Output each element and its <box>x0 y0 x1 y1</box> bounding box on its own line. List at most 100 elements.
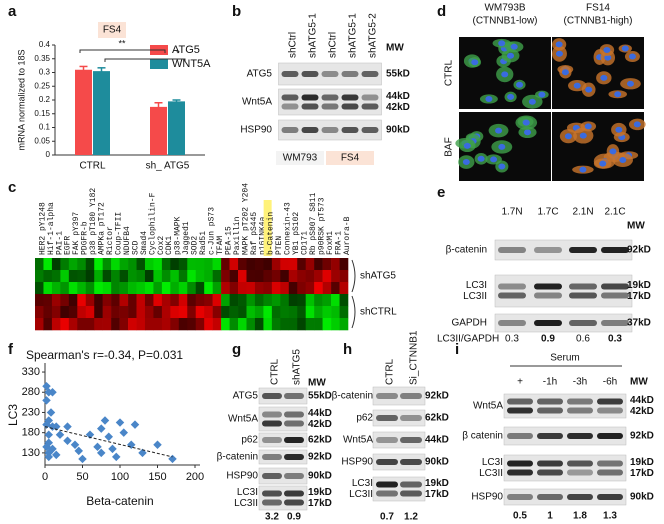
panel-label: b <box>232 3 241 20</box>
serum-header: Serum <box>550 353 579 364</box>
heatmap-cell <box>161 306 171 319</box>
band <box>284 499 304 506</box>
y-tick-label: 0.15 <box>34 109 50 118</box>
heatmap-cell <box>204 270 213 283</box>
heatmap-cell <box>280 306 290 319</box>
heatmap-cell <box>297 306 307 319</box>
heatmap-cell <box>254 306 264 319</box>
point <box>52 422 61 431</box>
heatmap-cell <box>60 258 70 271</box>
gene-label: HER2 pY1248 <box>38 202 47 255</box>
quant-value: 0.9 <box>287 512 301 523</box>
band <box>301 71 319 77</box>
y-axis-label: LC3 <box>6 404 20 426</box>
mw-header: MW <box>386 43 404 54</box>
mw-label: 62kD <box>308 435 332 446</box>
panel-label: f <box>8 341 14 358</box>
band <box>376 437 398 443</box>
nucleus <box>628 53 636 60</box>
blot-strip <box>372 409 426 427</box>
gene-label: FoxM1 <box>326 231 335 255</box>
gene-label: PDGFR-b <box>81 221 90 255</box>
band <box>341 94 359 101</box>
gene-label: CDK1 <box>165 236 174 255</box>
panel-label: e <box>437 184 445 201</box>
heatmap-cell <box>94 258 103 271</box>
heatmap-cell <box>119 270 129 283</box>
blot-strip <box>494 239 633 261</box>
gene-label: FAK pY397 <box>72 212 81 255</box>
nucleus <box>555 50 563 57</box>
band <box>321 103 339 110</box>
heatmap-cell <box>212 282 222 295</box>
row-label: CTRL <box>444 60 455 87</box>
point <box>100 416 110 425</box>
trend-line <box>44 426 173 458</box>
heatmap-cell <box>221 270 230 283</box>
blot-strip <box>372 431 426 449</box>
heatmap-cell <box>305 282 315 295</box>
mw-header: MW <box>308 378 326 389</box>
heatmap-cell <box>288 258 298 271</box>
heatmap-cell <box>221 306 230 319</box>
gene-label: AMPKa pT172 <box>98 202 107 255</box>
row-label: LC3I <box>482 457 503 468</box>
mw-label: 44kD <box>630 395 654 406</box>
heatmap-cell <box>68 294 78 307</box>
band <box>400 490 422 497</box>
gene-label: Coup-TFII <box>114 212 123 255</box>
nucleus <box>510 43 518 50</box>
panel-label: d <box>437 3 446 20</box>
row-label: HSP90 <box>341 457 373 468</box>
micrograph <box>552 112 644 181</box>
heatmap-cell <box>229 282 239 295</box>
heatmap-cell <box>178 294 188 307</box>
band <box>262 411 282 418</box>
x-tick-label: 150 <box>148 471 166 483</box>
heatmap-cell <box>212 306 222 319</box>
gene-label: Connexin-43 <box>284 202 293 255</box>
mw-label: 19kD <box>308 487 332 498</box>
column-label: WM793B <box>484 3 525 14</box>
y-tick-label: 0.2 <box>39 95 51 104</box>
quant-value: 0.3 <box>505 334 519 345</box>
mw-label: 92kD <box>630 431 654 442</box>
gene-label: Rictor <box>106 226 115 255</box>
mw-label: 92kD <box>308 452 332 463</box>
heatmap-cell <box>238 282 247 295</box>
band <box>376 490 398 497</box>
lane-label: shCtrl <box>288 32 299 58</box>
group-label: WM793 <box>283 153 318 164</box>
band <box>262 499 282 506</box>
heatmap-cell <box>35 294 44 307</box>
heatmap-cell <box>280 318 290 331</box>
panel-label: a <box>8 3 17 20</box>
band <box>262 420 282 427</box>
heatmap-cell <box>195 306 205 319</box>
heatmap-cell <box>246 294 256 307</box>
heatmap-cell <box>187 270 197 283</box>
quant-value: 1.8 <box>573 511 587 522</box>
heatmap-cell <box>68 258 78 271</box>
point <box>115 418 125 427</box>
heatmap-cell <box>280 258 290 271</box>
point <box>74 446 83 456</box>
heatmap-cell <box>331 306 340 319</box>
heatmap-cell <box>187 306 197 319</box>
lane-label: + <box>517 377 523 388</box>
quant-value: 0.3 <box>608 334 622 345</box>
heatmap-cell <box>229 306 239 319</box>
bar <box>150 106 167 155</box>
heatmap-cell <box>280 270 290 283</box>
gene-label: NDUFB4 <box>123 226 132 255</box>
gene-label: PEA-15 <box>224 226 233 255</box>
mw-label: 90kD <box>308 471 332 482</box>
heatmap-cell <box>305 318 315 331</box>
y-tick-label: 0.35 <box>34 54 50 63</box>
heatmap-cell <box>246 282 256 295</box>
mw-label: 92kD <box>425 391 449 402</box>
heatmap-cell <box>178 258 188 271</box>
heatmap-cell <box>136 318 146 331</box>
band <box>537 433 563 439</box>
nucleus <box>471 59 479 66</box>
